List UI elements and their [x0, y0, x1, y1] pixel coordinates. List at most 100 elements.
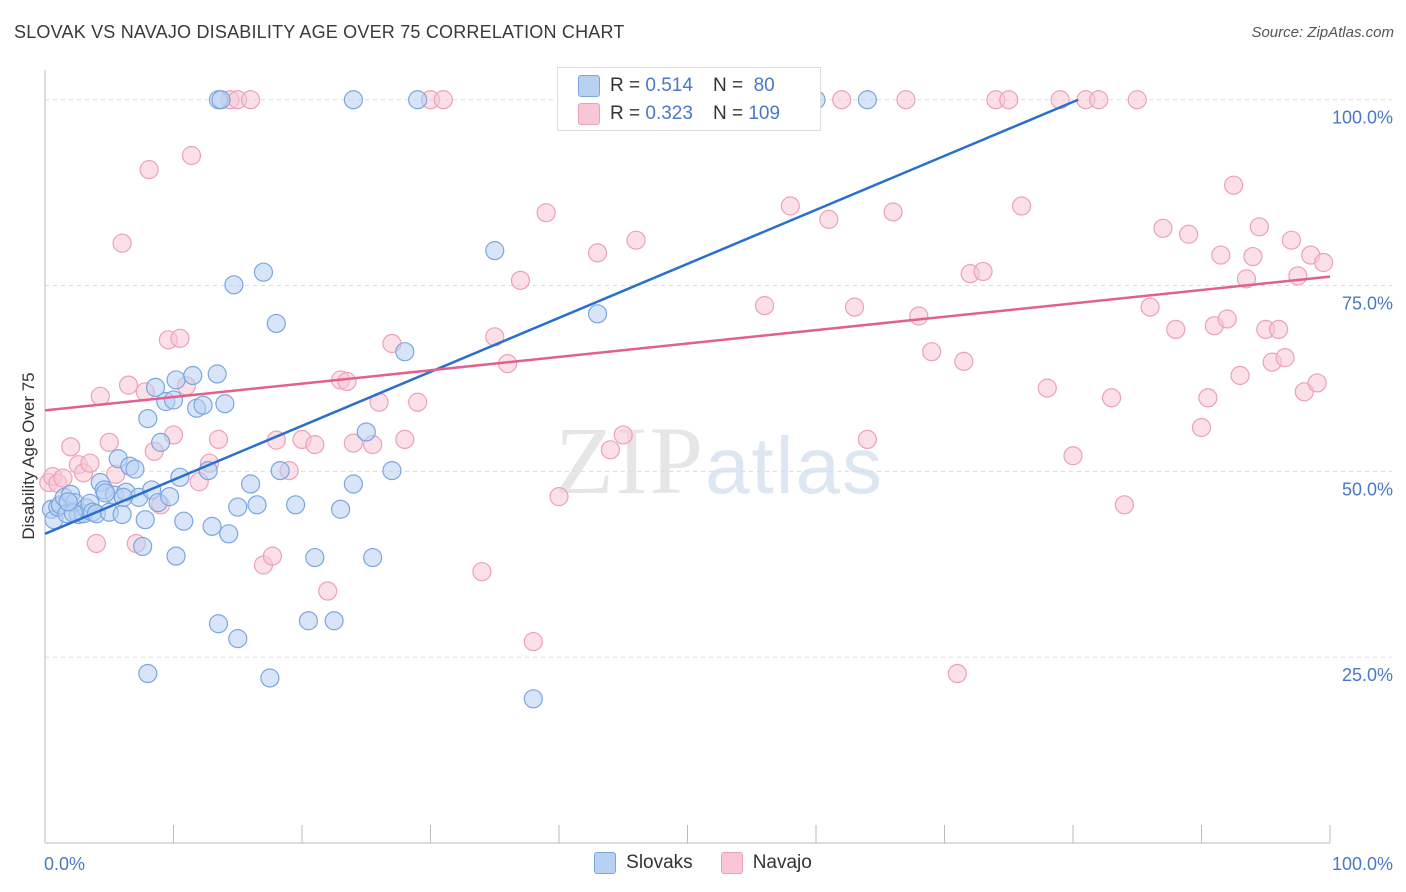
navajo-point	[819, 209, 839, 229]
y-tick-label: 75.0%	[1342, 294, 1393, 314]
navajo-point	[1268, 319, 1289, 340]
slovaks-point	[343, 90, 363, 110]
navajo-point	[922, 342, 942, 362]
slovaks-point	[183, 365, 203, 386]
n-label: N =	[712, 103, 744, 124]
slovaks-point	[324, 611, 344, 631]
r-value: 0.514	[645, 75, 693, 96]
slovaks-point	[382, 461, 402, 481]
slovaks-point	[112, 504, 132, 525]
navajo-point	[1275, 348, 1295, 368]
y-axis-title: Disability Age Over 75	[19, 372, 38, 539]
navajo-point	[395, 429, 415, 450]
legend-item-slovaks: Slovaks	[594, 852, 693, 874]
navajo-point	[780, 196, 800, 216]
slovaks-point	[138, 408, 158, 429]
slovaks-legend-icon	[594, 852, 617, 874]
slovaks-point	[857, 90, 878, 110]
slovaks-swatch-icon	[578, 75, 600, 97]
navajo-point	[587, 243, 608, 263]
slovaks-point	[215, 394, 235, 414]
navajo-point	[1011, 196, 1032, 216]
navajo-point	[883, 202, 903, 222]
slovaks-point	[241, 474, 261, 494]
slovaks-point	[125, 459, 145, 479]
legend-row-slovaks: R = 0.514 N = 80	[578, 72, 775, 100]
slovaks-point	[330, 499, 351, 519]
navajo-point	[472, 562, 492, 582]
r-value: 0.323	[645, 103, 693, 124]
correlation-legend: R = 0.514 N = 80 R = 0.323 N = 109	[557, 67, 821, 131]
slovaks-point	[485, 241, 505, 261]
navajo-point	[1236, 269, 1257, 289]
slovaks-point	[160, 487, 180, 507]
navajo-point	[523, 631, 543, 652]
slovaks-point	[135, 510, 155, 530]
legend-row-navajo: R = 0.323 N = 109	[578, 100, 780, 128]
y-tick-label: 25.0%	[1342, 665, 1393, 685]
slovaks-point	[523, 689, 543, 709]
navajo-point	[1281, 230, 1302, 250]
slovaks-point	[174, 511, 194, 531]
navajo-point	[86, 533, 107, 554]
navajo-point	[536, 203, 556, 223]
navajo-point	[433, 90, 453, 110]
navajo-point	[262, 546, 283, 566]
navajo-point	[973, 261, 993, 282]
slovaks-point	[211, 90, 231, 110]
slovaks-point	[270, 461, 290, 481]
navajo-point	[754, 296, 775, 316]
navajo-point	[510, 270, 531, 290]
navajo-point	[170, 328, 190, 348]
navajo-point	[844, 297, 865, 317]
navajo-point	[857, 429, 878, 450]
x-tick-label: 100.0%	[1332, 854, 1393, 874]
navajo-point	[118, 375, 139, 395]
slovaks-point	[253, 262, 274, 282]
slovaks-trend-line	[44, 98, 1079, 535]
n-label: N =	[712, 75, 744, 96]
navajo-point	[208, 429, 229, 450]
navajo-point	[1037, 378, 1057, 398]
slovaks-point	[247, 495, 267, 515]
navajo-point	[1179, 224, 1199, 244]
navajo-point	[1243, 246, 1263, 267]
navajo-point	[1224, 175, 1244, 195]
legend-label-slovaks: Slovaks	[626, 852, 693, 873]
slovaks-point	[133, 536, 153, 557]
slovaks-point	[343, 474, 363, 494]
navajo-point	[1313, 252, 1334, 273]
slovaks-point	[228, 629, 248, 649]
slovaks-point	[166, 546, 186, 566]
slovaks-point	[163, 390, 184, 410]
watermark-atlas: atlas	[705, 421, 884, 510]
slovaks-point	[305, 547, 325, 568]
legend-label-navajo: Navajo	[752, 852, 812, 873]
navajo-point	[1191, 417, 1212, 438]
slovaks-point	[166, 370, 186, 390]
navajo-point	[1114, 495, 1135, 515]
slovaks-point	[363, 547, 383, 568]
navajo-point	[112, 233, 132, 253]
y-tick-label: 100.0%	[1332, 108, 1393, 128]
navajo-point	[241, 90, 261, 110]
navajo-point	[1089, 90, 1109, 110]
y-tick-label: 50.0%	[1342, 479, 1393, 499]
navajo-point	[90, 386, 110, 406]
navajo-point	[896, 90, 916, 110]
navajo-point	[139, 159, 159, 180]
navajo-point	[343, 433, 363, 453]
chart-title: SLOVAK VS NAVAJO DISABILITY AGE OVER 75 …	[14, 22, 625, 42]
slovaks-point	[260, 668, 280, 688]
navajo-trend-line	[44, 275, 1331, 412]
slovaks-point	[58, 492, 78, 512]
slovaks-point	[587, 304, 608, 324]
navajo-point	[181, 145, 202, 166]
x-tick-label: 0.0%	[44, 854, 85, 874]
navajo-legend-icon	[720, 852, 743, 874]
slovaks-point	[202, 516, 222, 536]
slovaks-point	[298, 611, 319, 631]
navajo-point	[1211, 245, 1231, 265]
navajo-point	[1198, 388, 1218, 408]
slovaks-point	[266, 313, 286, 334]
